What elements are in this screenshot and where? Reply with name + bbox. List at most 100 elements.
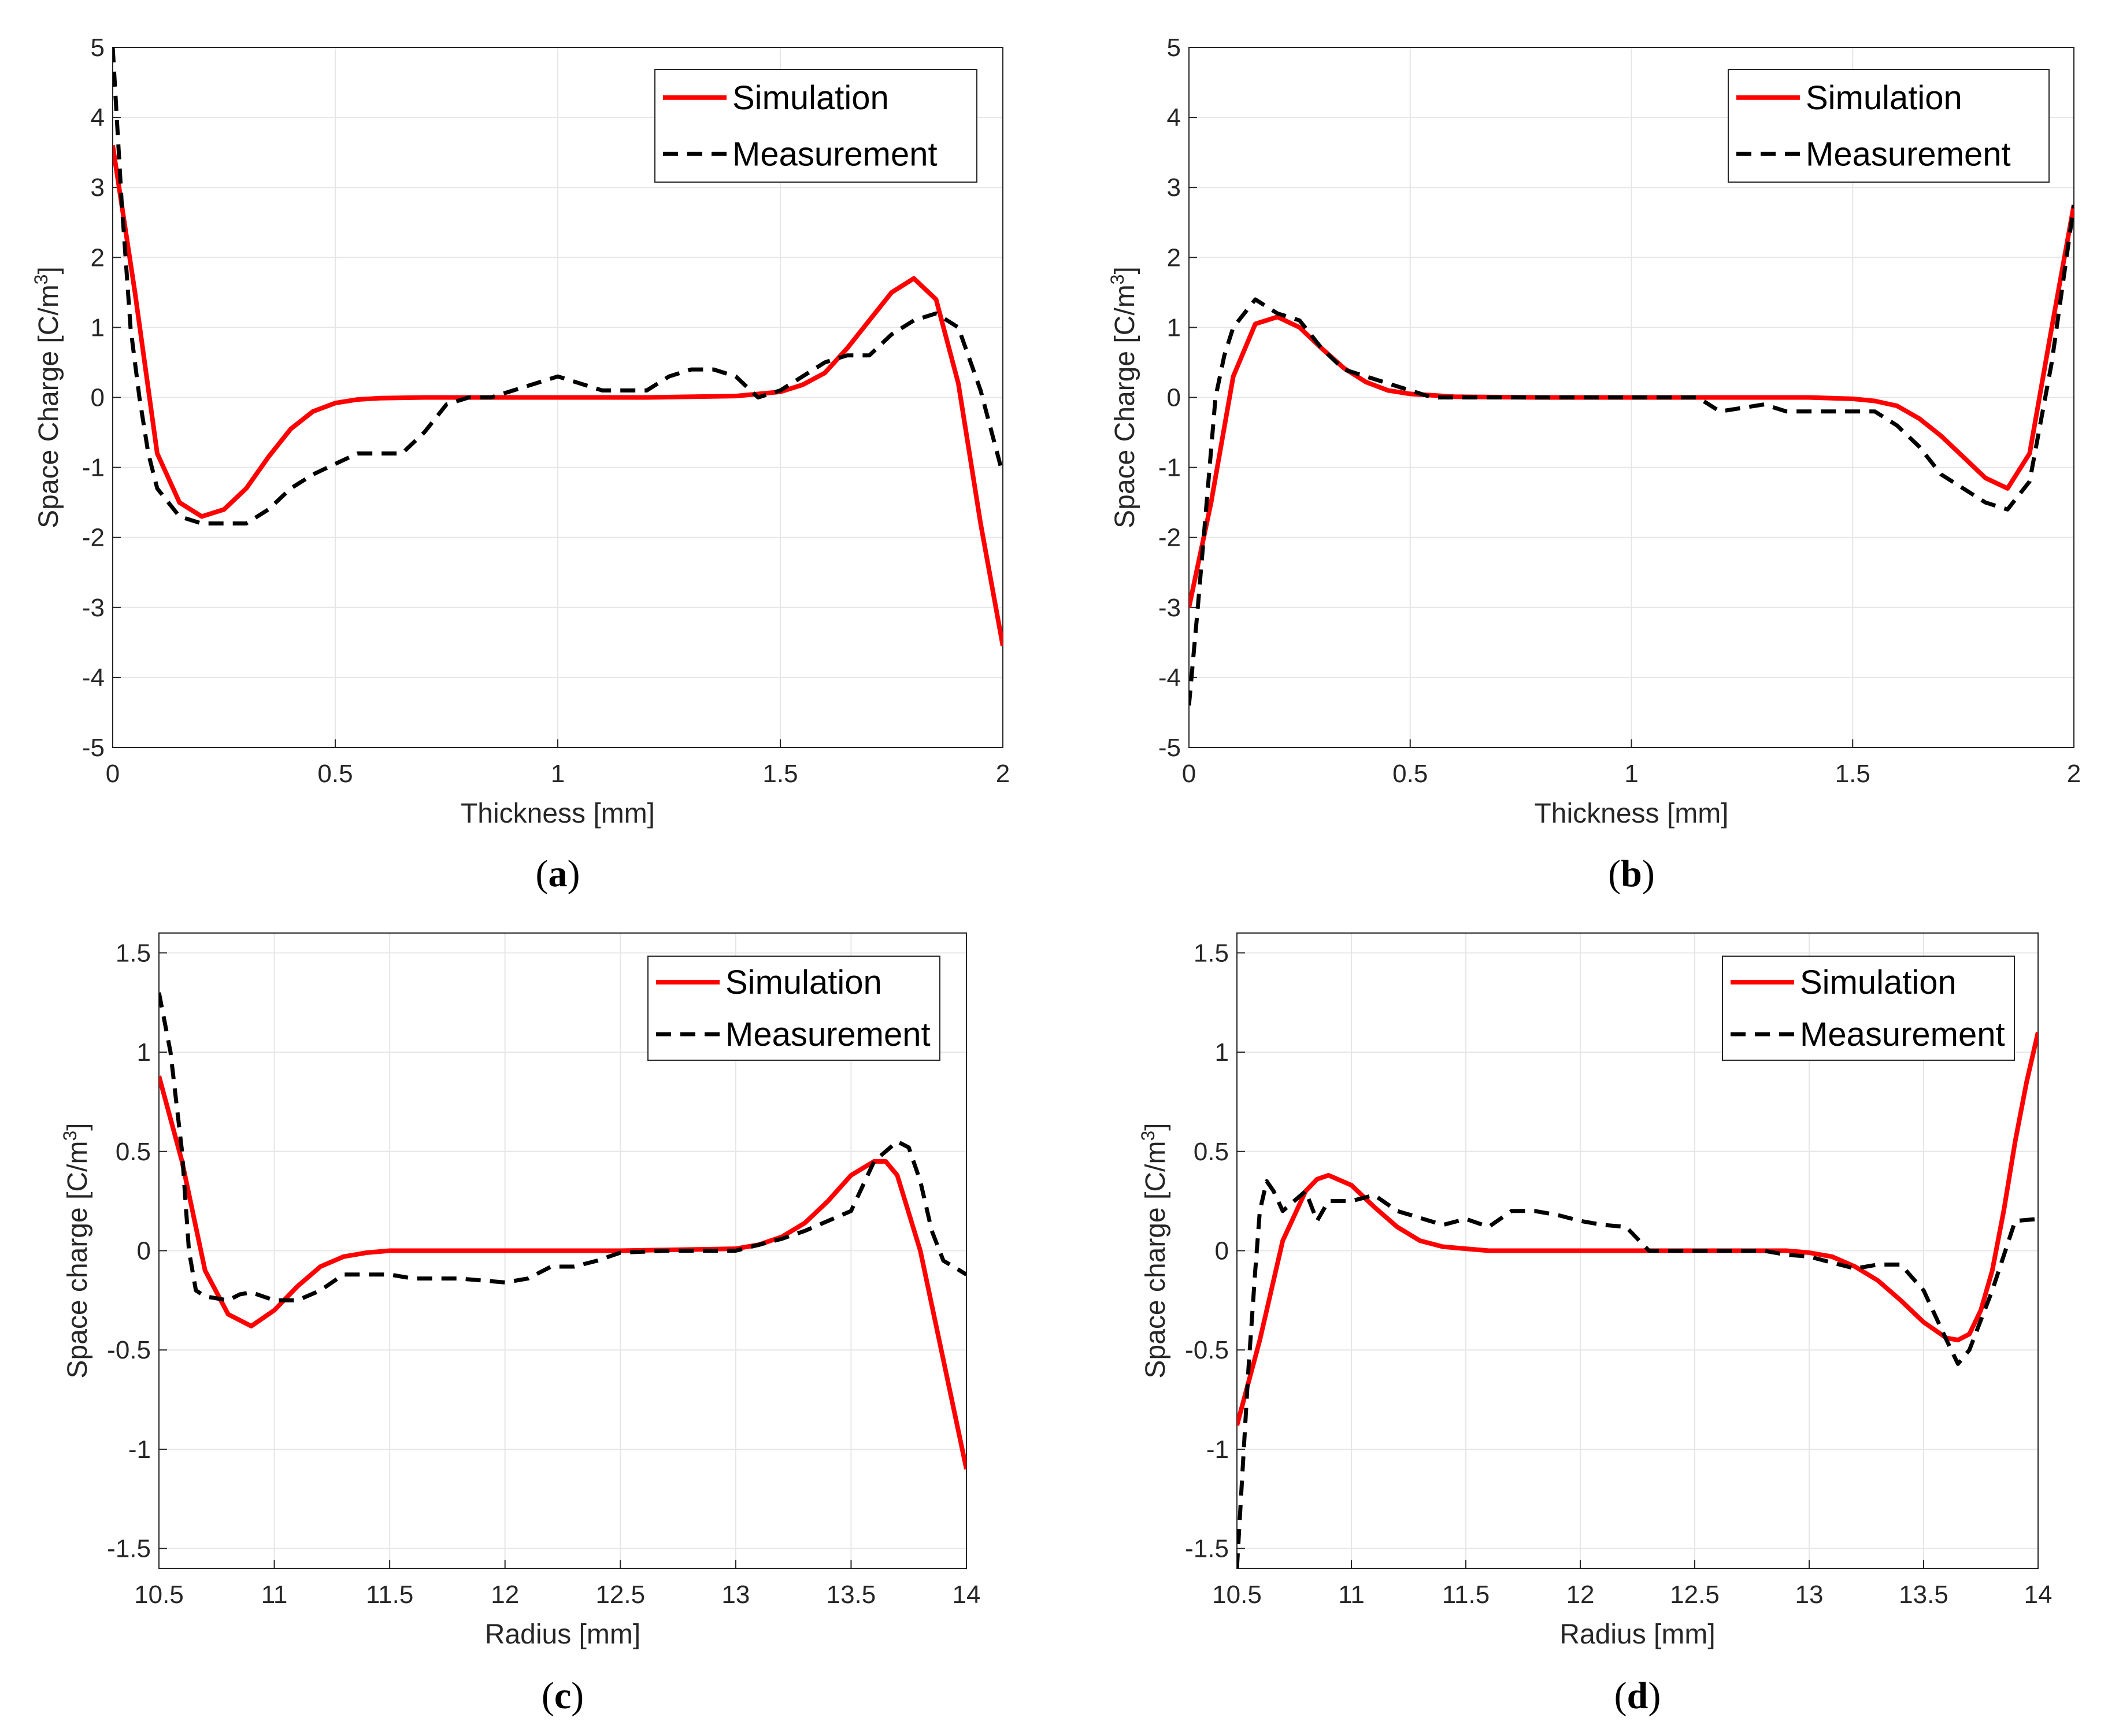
y-tick-label: 1: [1215, 1038, 1229, 1067]
y-tick-label: 0: [1167, 384, 1181, 412]
y-tick-label: 5: [1167, 34, 1181, 62]
y-tick-label: 0: [91, 384, 105, 412]
x-tick-label: 10.5: [134, 1580, 184, 1609]
x-axis-label: Radius [mm]: [1559, 1619, 1715, 1650]
x-tick-label: 1: [1624, 760, 1638, 788]
x-tick-label: 1: [551, 760, 565, 788]
x-tick-label: 14: [953, 1580, 981, 1609]
y-tick-label: -4: [82, 664, 105, 692]
y-tick-label: 3: [1167, 173, 1181, 202]
y-axis-label-superscript: 3: [31, 275, 51, 285]
x-tick-label: 1.5: [1835, 760, 1870, 788]
y-tick-label: -2: [82, 524, 105, 552]
x-tick-label: 13: [1795, 1580, 1824, 1609]
x-axis-label: Thickness [mm]: [461, 798, 655, 829]
y-tick-label: -1.5: [107, 1535, 151, 1563]
caption-letter: a: [549, 853, 568, 895]
panel-caption: (c): [542, 1675, 584, 1717]
x-tick-label: 13: [721, 1580, 750, 1609]
y-tick-label: -4: [1158, 664, 1181, 692]
y-axis-label: Space Charge [C/m3]: [1107, 266, 1140, 528]
y-tick-label: 0: [1215, 1237, 1229, 1265]
chart-panel-b: 0 0.5 1 1.5 2 -5 -4 -3 -2 -1 0 1 2 3 4 5 Thickness [mm] S…: [1107, 34, 2081, 895]
x-tick-label: 0.5: [317, 760, 353, 788]
x-tick-label: 12.5: [1670, 1580, 1720, 1609]
y-tick-label: 1: [91, 313, 105, 342]
chart-panel-c: 10.5 11 11.5 12 12.5 13 13.5 14-1.5-1-0.500.511…: [60, 933, 980, 1717]
y-tick-label: -3: [1158, 594, 1181, 622]
y-tick-label: -1: [128, 1435, 151, 1464]
caption-letter: d: [1627, 1675, 1648, 1717]
legend-label-simulation: Simulation: [1806, 79, 1962, 117]
x-tick-label: 13.5: [1899, 1580, 1948, 1609]
panel-caption: (d): [1614, 1675, 1661, 1717]
y-tick-label: -1: [82, 454, 105, 482]
y-tick-label: -2: [1158, 524, 1181, 552]
y-axis-label-superscript: 3: [60, 1131, 80, 1141]
x-tick-label: 12: [491, 1580, 519, 1609]
x-tick-label: 11.5: [366, 1580, 413, 1609]
y-axis-label: Space charge [C/m3]: [60, 1123, 93, 1379]
chart-panel-a: 0 0.5 1 1.5 2 -5 -4 -3 -2 -1 0 1 2 3 4 5 Thickness [mm] S…: [31, 34, 1010, 895]
figure: 0 0.5 1 1.5 2-5-4-3-2-1012345Thickness [mm]S…: [0, 0, 2108, 1736]
y-axis-label-text: Space Charge [C/m: [34, 284, 64, 528]
chart-panel-d: 10.5 11 11.5 12 12.5 13 13.5 14-1.5-1-0.500.511…: [1138, 933, 2052, 1717]
y-tick-label: -5: [82, 734, 105, 762]
y-tick-label: -5: [1158, 734, 1181, 762]
panel-caption: (b): [1608, 853, 1655, 895]
x-tick-label: 11: [261, 1580, 288, 1609]
y-axis-label-end: ]: [34, 266, 64, 274]
y-axis-label-superscript: 3: [1107, 275, 1128, 285]
y-tick-label: -0.5: [107, 1336, 151, 1364]
y-axis-label: Space charge [C/m3]: [1138, 1123, 1171, 1379]
x-tick-label: 1.5: [762, 760, 798, 788]
y-tick-label: 1.5: [1194, 939, 1229, 967]
y-tick-label: 0: [137, 1237, 151, 1265]
y-tick-label: 5: [91, 34, 105, 62]
x-axis-label: Thickness [mm]: [1534, 798, 1728, 829]
caption-open-paren: (: [536, 853, 549, 895]
legend-label-simulation: Simulation: [732, 79, 889, 117]
x-tick-label: 10.5: [1212, 1580, 1262, 1609]
y-tick-label: -3: [82, 594, 105, 622]
caption-open-paren: (: [1614, 1675, 1627, 1717]
panel-caption: (a): [536, 853, 580, 895]
legend-label-simulation: Simulation: [1800, 964, 1957, 1001]
y-tick-label: 2: [91, 243, 105, 272]
x-axis-label: Radius [mm]: [485, 1619, 640, 1650]
y-tick-label: -1.5: [1185, 1535, 1229, 1563]
legend-label-measurement: Measurement: [1806, 135, 2011, 173]
y-axis-label-text: Space Charge [C/m: [1110, 284, 1140, 528]
y-tick-label: -0.5: [1185, 1336, 1229, 1364]
y-axis-label-text: Space charge [C/m: [62, 1141, 93, 1379]
x-tick-label: 0: [1182, 760, 1196, 788]
legend-label-measurement: Measurement: [732, 135, 938, 173]
y-tick-label: 1: [1167, 313, 1181, 342]
y-tick-label: 0.5: [1194, 1138, 1229, 1166]
legend-label-measurement: Measurement: [725, 1016, 931, 1053]
y-tick-label: -1: [1158, 454, 1181, 482]
caption-close-paren: ): [568, 853, 580, 895]
caption-letter: b: [1621, 853, 1642, 895]
y-tick-label: 2: [1167, 243, 1181, 272]
legend-label-simulation: Simulation: [725, 964, 882, 1001]
caption-close-paren: ): [1642, 853, 1655, 895]
x-tick-label: 12: [1566, 1580, 1595, 1609]
x-tick-label: 13.5: [827, 1580, 876, 1609]
x-tick-label: 14: [2024, 1580, 2053, 1609]
y-tick-label: 0.5: [116, 1138, 151, 1166]
y-tick-label: 3: [91, 173, 105, 202]
x-tick-label: 11: [1338, 1580, 1365, 1609]
y-axis-label-end: ]: [1140, 1123, 1171, 1131]
y-axis-label: Space Charge [C/m3]: [31, 266, 64, 528]
y-axis-label-superscript: 3: [1138, 1131, 1158, 1141]
y-tick-label: -1: [1206, 1435, 1229, 1464]
caption-close-paren: ): [1648, 1675, 1661, 1717]
x-tick-label: 0.5: [1392, 760, 1428, 788]
y-tick-label: 4: [91, 103, 105, 132]
legend-label-measurement: Measurement: [1800, 1016, 2005, 1053]
caption-open-paren: (: [542, 1675, 554, 1717]
y-axis-label-end: ]: [1110, 266, 1140, 274]
caption-close-paren: ): [571, 1675, 584, 1717]
y-axis-label-end: ]: [62, 1123, 93, 1131]
